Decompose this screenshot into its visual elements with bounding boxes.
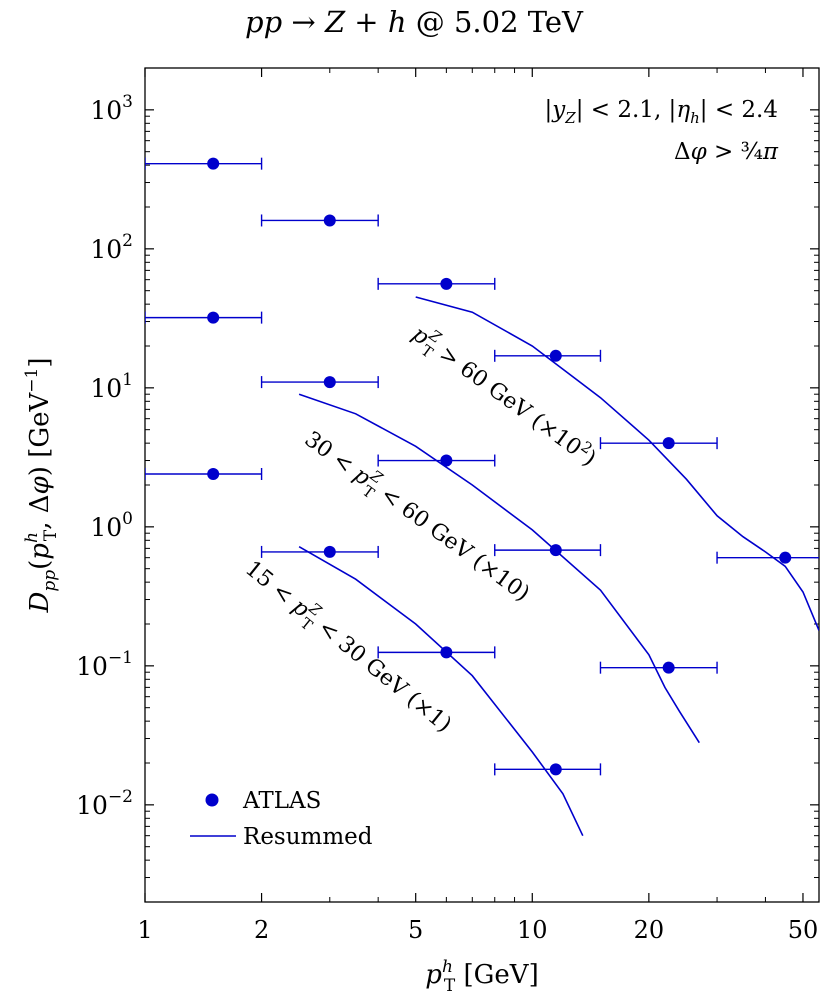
atlas-point xyxy=(207,157,220,170)
plot-frame xyxy=(144,67,820,903)
atlas-point xyxy=(662,437,675,450)
atlas-point xyxy=(549,544,562,557)
atlas-point xyxy=(440,646,453,659)
x-tick-label: 5 xyxy=(408,916,423,944)
x-tick-label: 20 xyxy=(634,916,665,944)
series-label-high: pZT > 60 GeV (×102) xyxy=(404,318,603,476)
x-axis-label: ph T [GeV] xyxy=(425,957,538,996)
y-tick-label: 10−2 xyxy=(76,787,133,820)
cut-text-rapidity: |yZ| < 2.1, |ηh| < 2.4 xyxy=(545,97,778,127)
x-tick-label: 50 xyxy=(788,916,819,944)
legend-label-atlas: ATLAS xyxy=(242,788,321,814)
resummed-curve xyxy=(298,393,700,744)
y-tick-label: 101 xyxy=(90,370,133,403)
x-tick-label: 2 xyxy=(254,916,269,944)
atlas-point xyxy=(323,376,336,389)
atlas-point xyxy=(779,551,792,564)
atlas-point xyxy=(207,311,220,324)
atlas-point xyxy=(323,214,336,227)
atlas-point xyxy=(549,763,562,776)
atlas-point xyxy=(662,661,675,674)
y-tick-label: 103 xyxy=(90,92,133,125)
series-label-low: 15 < pZT < 30 GeV (×1) xyxy=(237,552,459,741)
x-tick-label: 10 xyxy=(517,916,548,944)
x-tick-label: 1 xyxy=(137,916,152,944)
y-axis-label: Dpp(phT, Δφ) [GeV−1] xyxy=(22,358,61,614)
legend-label-resummed: Resummed xyxy=(243,824,373,850)
atlas-point xyxy=(549,349,562,362)
atlas-point xyxy=(323,545,336,558)
legend-marker-atlas xyxy=(205,793,219,807)
atlas-point xyxy=(440,277,453,290)
y-tick-label: 102 xyxy=(90,231,133,264)
y-tick-label: 100 xyxy=(90,509,133,542)
plot-area xyxy=(145,157,819,837)
y-tick-label: 10−1 xyxy=(76,648,133,681)
atlas-point xyxy=(207,467,220,480)
resummed-curve xyxy=(298,546,584,837)
resummed-curve xyxy=(415,296,819,631)
cut-text-dphi: Δφ > ¾π xyxy=(674,139,779,165)
chart-title: pp → Z + h @ 5.02 TeV xyxy=(245,5,584,39)
atlas-point xyxy=(440,454,453,467)
series-label-mid: 30 < pZT < 60 GeV (×10) xyxy=(297,423,537,611)
